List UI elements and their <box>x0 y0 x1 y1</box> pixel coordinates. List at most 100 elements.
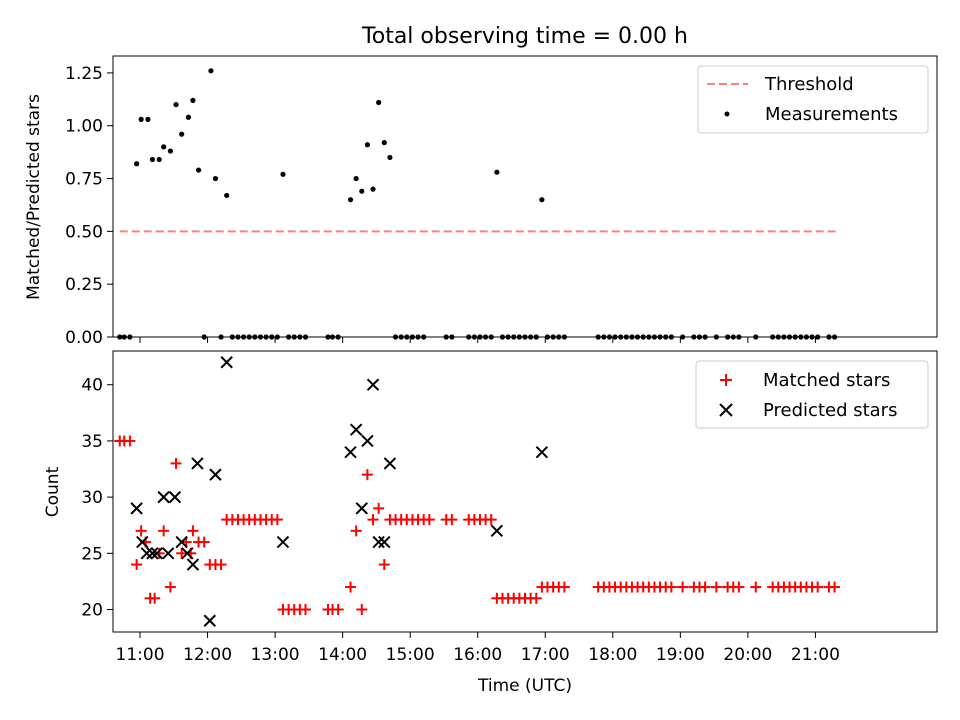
measurement-point <box>329 334 336 340</box>
matched-star-point <box>187 525 199 537</box>
top-marks <box>117 68 838 340</box>
measurement-point <box>629 334 635 340</box>
predicted-star-point <box>203 614 217 627</box>
measurement-point <box>483 334 489 340</box>
measurement-point <box>376 99 382 106</box>
measurement-point <box>274 334 280 340</box>
measurement-point <box>466 334 472 340</box>
x-tick-label: 14:00 <box>318 645 367 665</box>
measurement-point <box>753 334 759 340</box>
measurement-point <box>668 334 674 340</box>
matched-star-point <box>149 592 161 604</box>
matched-star-point <box>299 604 311 616</box>
measurement-point <box>494 169 500 175</box>
predicted-star-b <box>349 423 363 436</box>
measurement-point <box>229 334 235 340</box>
measurement-point <box>257 334 264 340</box>
measurement-point <box>533 334 539 340</box>
predicted-star-b <box>181 547 194 560</box>
predicted-star-point <box>378 535 391 549</box>
matched-star-point <box>345 581 357 593</box>
x-tick-label: 20:00 <box>723 645 772 665</box>
predicted-star-b <box>136 535 149 549</box>
matched-star-point <box>135 525 147 537</box>
measurement-point <box>201 334 207 340</box>
matched-star-point <box>271 514 283 526</box>
predicted-star-point <box>130 502 143 515</box>
y-tick-label: 30 <box>81 488 103 508</box>
measurement-point <box>713 334 719 340</box>
measurement-point <box>353 175 359 182</box>
measurement-point <box>246 334 252 340</box>
predicted-star-point <box>209 468 222 481</box>
measurement-point <box>409 334 416 340</box>
measurement-point <box>528 334 534 340</box>
measurement-point <box>730 334 736 340</box>
measurement-point <box>173 101 179 108</box>
measurement-point <box>651 334 658 340</box>
matched-star-point <box>829 581 841 593</box>
matched-star-point <box>530 592 542 604</box>
y-tick-label: 35 <box>81 432 103 452</box>
predicted-star-b <box>220 356 233 369</box>
measurement-point <box>809 334 815 340</box>
measurement-point <box>212 175 219 182</box>
bottom-marks <box>114 356 841 627</box>
measurement-point <box>208 68 214 74</box>
measurement-point <box>612 334 618 340</box>
predicted-star-point <box>181 547 194 560</box>
predicted-star-b <box>383 457 397 470</box>
x-tick-label: 19:00 <box>656 645 705 665</box>
matched-star-point <box>710 581 722 593</box>
measurement-point <box>138 116 144 122</box>
measurement-point <box>224 192 230 199</box>
measurement-point <box>190 97 196 103</box>
measurement-point <box>488 334 494 340</box>
measurement-point <box>156 156 162 163</box>
measurement-point <box>443 334 449 340</box>
y-tick-label: 0.00 <box>65 328 103 348</box>
measurement-point <box>601 334 607 340</box>
matched-star-point <box>558 581 570 593</box>
measurement-point <box>291 334 297 340</box>
measurement-point <box>195 167 202 173</box>
measurement-point <box>702 334 708 340</box>
legend-matched-swatch <box>720 374 732 386</box>
predicted-star-point <box>140 547 153 560</box>
x-tick-label: 17:00 <box>521 645 570 665</box>
measurement-point <box>449 334 455 340</box>
matched-star-point <box>131 559 143 571</box>
measurement-point <box>421 334 427 340</box>
predicted-star-point <box>161 547 175 560</box>
measurement-point <box>803 334 810 340</box>
matched-star-point <box>750 581 762 593</box>
legend-predicted-label: Predicted stars <box>763 400 897 421</box>
matched-star-point <box>665 581 677 593</box>
panel-bottom: 20 25 30 35 40 11:00 12:00 13:00 14:00 15:00 16:0… <box>43 350 938 696</box>
measurement-point <box>134 161 140 167</box>
measurement-point <box>679 334 686 340</box>
predicted-star-point <box>372 535 385 549</box>
top-y-axis-label: Matched/Predicted stars <box>24 94 44 300</box>
measurement-point <box>280 171 286 177</box>
measurement-point <box>387 154 393 161</box>
predicted-star-b <box>146 547 159 560</box>
legend-predicted-swatch <box>719 403 733 417</box>
matched-star-point <box>158 525 170 537</box>
x-tick-label: 15:00 <box>386 645 435 665</box>
matched-star-point <box>164 581 176 593</box>
predicted-star-point <box>344 445 357 459</box>
y-tick-label: 0.25 <box>65 275 103 295</box>
chart-title: Total observing time = 0.00 h <box>361 24 688 49</box>
predicted-star-point <box>175 535 188 549</box>
measurement-point <box>781 334 787 340</box>
matched-star-point <box>153 547 165 559</box>
measurement-point <box>831 334 838 340</box>
measurement-point <box>595 334 601 340</box>
measurement-point <box>634 334 641 340</box>
x-tick-label: 21:00 <box>791 645 840 665</box>
predicted-star-point <box>276 535 290 549</box>
y-tick-label: 1.25 <box>65 64 103 84</box>
matched-star-point <box>373 502 385 514</box>
measurement-point <box>786 334 793 340</box>
